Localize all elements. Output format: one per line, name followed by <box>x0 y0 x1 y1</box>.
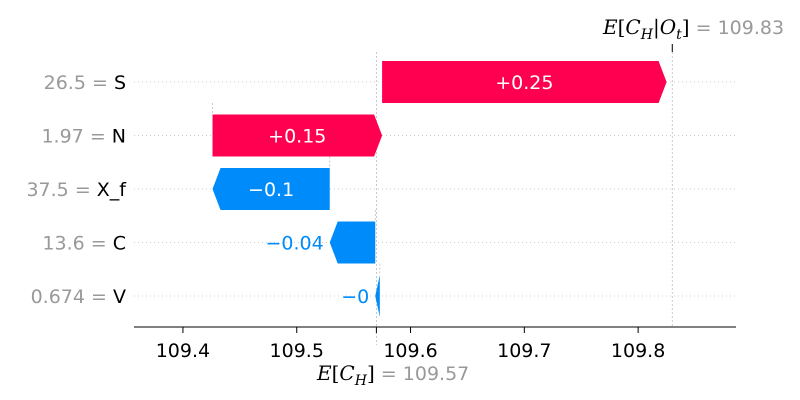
feature-name: V <box>113 286 126 308</box>
base-value-annotation: E[CH] = 109.57 <box>316 361 469 389</box>
feature-labels: +0.25 26.5 = S +0.15 1.97 = N −0.1 37.5 = X_f… <box>26 72 553 308</box>
bar-s <box>382 61 667 103</box>
x-axis: 109.4 109.5 109.6 109.7 109.8 <box>134 326 736 362</box>
feature-value: 13.6 = <box>42 233 112 255</box>
bar-label: +0.25 <box>495 72 553 94</box>
feature-value: 0.674 = <box>31 286 113 308</box>
bar-n <box>212 114 383 157</box>
feature-name: C <box>113 233 126 255</box>
feature-label: 26.5 = S <box>44 72 126 94</box>
x-tick-label: 109.8 <box>611 340 665 362</box>
x-tick-label: 109.5 <box>270 340 324 362</box>
bar-label: −0.04 <box>266 233 324 255</box>
x-tick-label: 109.7 <box>497 340 551 362</box>
x-tick-label: 109.4 <box>156 340 210 362</box>
feature-label: 13.6 = C <box>42 233 126 255</box>
feature-value: 37.5 = <box>26 179 96 201</box>
bar-v <box>375 275 380 317</box>
bars <box>212 61 667 317</box>
feature-label: 37.5 = X_f <box>26 179 127 201</box>
bar-c <box>329 221 376 264</box>
feature-name: X_f <box>97 179 128 201</box>
feature-name: N <box>112 126 126 148</box>
feature-label: 1.97 = N <box>41 126 126 148</box>
feature-label: 0.674 = V <box>31 286 126 308</box>
bar-label: −0.1 <box>248 179 294 201</box>
bar-x-f <box>212 168 330 210</box>
feature-name: S <box>114 72 126 94</box>
output-value-annotation: E[CH|Ot] = 109.83 <box>602 15 784 43</box>
bar-label: +0.15 <box>268 126 326 148</box>
feature-value: 26.5 = <box>44 72 114 94</box>
x-tick-label: 109.6 <box>383 340 437 362</box>
bar-label: −0 <box>341 286 369 308</box>
feature-value: 1.97 = <box>41 126 111 148</box>
